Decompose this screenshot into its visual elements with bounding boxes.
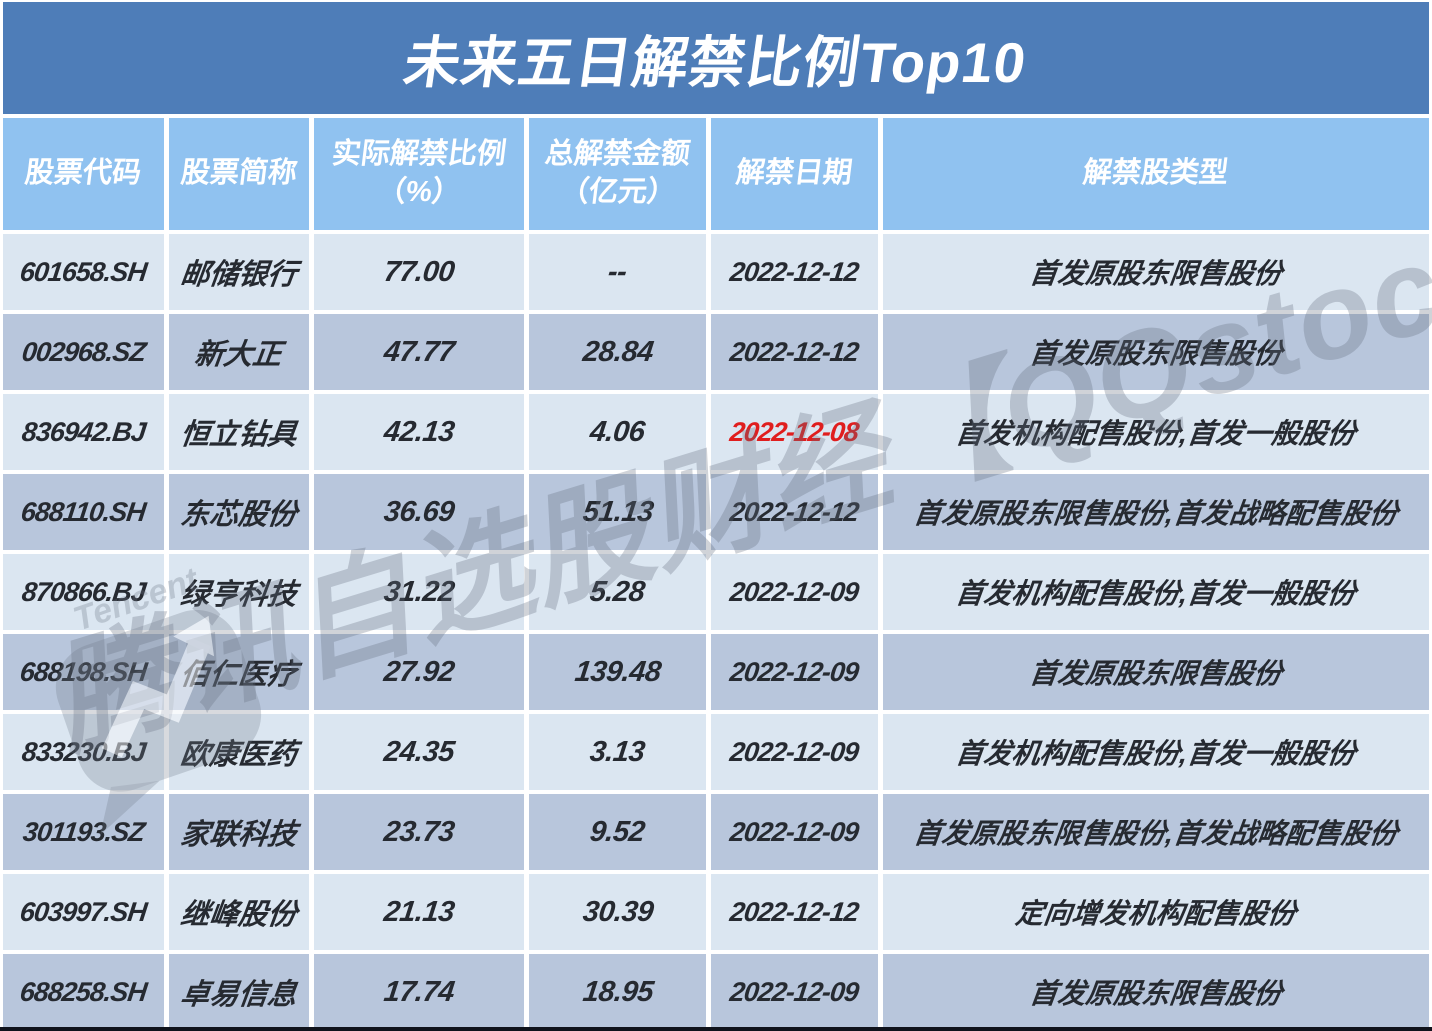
cell-amount: 30.39 [529, 874, 707, 950]
column-header-amount: 总解禁金额 （亿元） [529, 118, 707, 230]
page-title: 未来五日解禁比例Top10 [400, 30, 1031, 94]
cell-amount: 9.52 [529, 794, 707, 870]
cell-ratio: 17.74 [313, 954, 525, 1030]
cell-type: 首发机构配售股份,首发一般股份 [882, 714, 1429, 790]
cell-type: 首发原股东限售股份,首发战略配售股份 [882, 474, 1429, 550]
cell-code: 833230.BJ [3, 714, 164, 790]
cell-amount: 28.84 [529, 314, 707, 390]
cell-amount: 3.13 [529, 714, 707, 790]
cell-date: 2022-12-12 [711, 314, 878, 390]
cell-date: 2022-12-09 [711, 954, 878, 1030]
cell-date: 2022-12-09 [711, 554, 878, 630]
column-header-name: 股票简称 [168, 118, 309, 230]
cell-date: 2022-12-09 [711, 714, 878, 790]
bottom-border [0, 1027, 1432, 1031]
cell-code: 601658.SH [3, 234, 164, 310]
cell-name: 佰仁医疗 [168, 634, 309, 710]
cell-code: 836942.BJ [3, 394, 164, 470]
cell-code: 870866.BJ [3, 554, 164, 630]
cell-ratio: 36.69 [313, 474, 525, 550]
cell-code: 603997.SH [3, 874, 164, 950]
cell-type: 首发机构配售股份,首发一般股份 [882, 394, 1429, 470]
cell-type: 首发原股东限售股份 [882, 954, 1429, 1030]
cell-amount: 5.28 [529, 554, 707, 630]
cell-code: 002968.SZ [3, 314, 164, 390]
cell-name: 绿亨科技 [168, 554, 309, 630]
cell-ratio: 47.77 [313, 314, 525, 390]
column-header-type: 解禁股类型 [882, 118, 1429, 230]
cell-name: 家联科技 [168, 794, 309, 870]
cell-type: 首发机构配售股份,首发一般股份 [882, 554, 1429, 630]
cell-type: 首发原股东限售股份 [882, 234, 1429, 310]
cell-name: 卓易信息 [168, 954, 309, 1030]
cell-name: 邮储银行 [168, 234, 309, 310]
cell-name: 欧康医药 [168, 714, 309, 790]
cell-amount: 18.95 [529, 954, 707, 1030]
title-band: 未来五日解禁比例Top10 [3, 2, 1429, 114]
column-header-date: 解禁日期 [711, 118, 878, 230]
cell-name: 恒立钻具 [168, 394, 309, 470]
cell-amount: 139.48 [529, 634, 707, 710]
cell-ratio: 77.00 [313, 234, 525, 310]
cell-date: 2022-12-09 [711, 794, 878, 870]
cell-ratio: 42.13 [313, 394, 525, 470]
cell-amount: 51.13 [529, 474, 707, 550]
cell-type: 首发原股东限售股份,首发战略配售股份 [882, 794, 1429, 870]
cell-date: 2022-12-12 [711, 874, 878, 950]
cell-name: 继峰股份 [168, 874, 309, 950]
column-header-ratio: 实际解禁比例 （%） [313, 118, 525, 230]
unlock-table: 股票代码 股票简称 实际解禁比例 （%） 总解禁金额 （亿元） 解禁日期 解禁股… [3, 118, 1429, 1030]
cell-ratio: 31.22 [313, 554, 525, 630]
cell-name: 东芯股份 [168, 474, 309, 550]
column-header-code: 股票代码 [3, 118, 164, 230]
cell-code: 688198.SH [3, 634, 164, 710]
cell-code: 688110.SH [3, 474, 164, 550]
cell-type: 首发原股东限售股份 [882, 634, 1429, 710]
cell-code: 301193.SZ [3, 794, 164, 870]
cell-ratio: 27.92 [313, 634, 525, 710]
cell-ratio: 24.35 [313, 714, 525, 790]
cell-type: 定向增发机构配售股份 [882, 874, 1429, 950]
cell-amount: -- [529, 234, 707, 310]
cell-date: 2022-12-12 [711, 474, 878, 550]
cell-amount: 4.06 [529, 394, 707, 470]
cell-date: 2022-12-08 [711, 394, 878, 470]
cell-ratio: 23.73 [313, 794, 525, 870]
cell-code: 688258.SH [3, 954, 164, 1030]
cell-date: 2022-12-12 [711, 234, 878, 310]
cell-type: 首发原股东限售股份 [882, 314, 1429, 390]
cell-name: 新大正 [168, 314, 309, 390]
cell-date: 2022-12-09 [711, 634, 878, 710]
cell-ratio: 21.13 [313, 874, 525, 950]
